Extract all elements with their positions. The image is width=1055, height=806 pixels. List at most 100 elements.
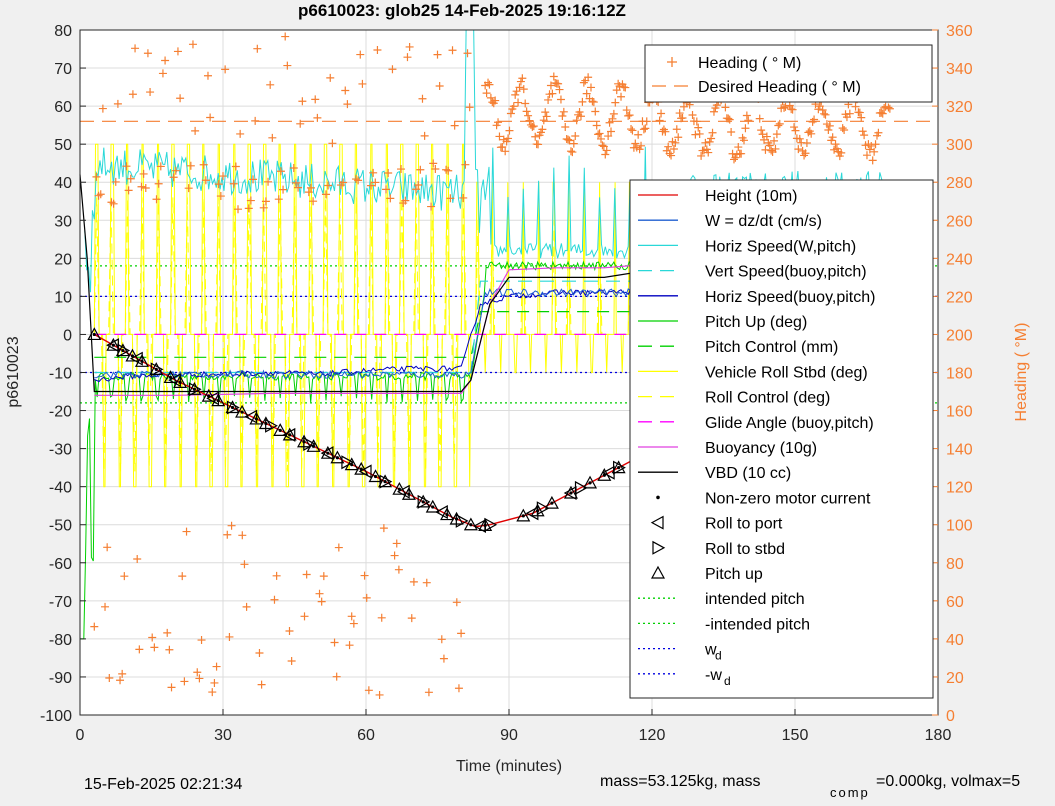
heading-point	[459, 193, 468, 202]
heading-point	[494, 118, 503, 127]
heading-point	[692, 117, 701, 126]
y-tick-label-right: 220	[946, 289, 973, 306]
heading-point	[667, 151, 676, 160]
heading-point	[414, 180, 423, 189]
motor-current-dot	[278, 428, 282, 432]
heading-point	[546, 81, 555, 90]
pitch-up-marker	[320, 445, 335, 459]
heading-point	[116, 676, 125, 685]
legend-entry: Glide Angle (buoy,pitch)	[638, 415, 874, 432]
heading-point	[504, 134, 513, 143]
pitch-up-marker	[611, 460, 626, 474]
heading-point	[810, 115, 819, 124]
roll-to-stbd-marker	[265, 418, 278, 433]
heading-point	[582, 89, 591, 98]
heading-point	[169, 173, 178, 182]
heading-point	[558, 112, 567, 121]
motor-current-dot	[178, 380, 182, 384]
heading-point	[332, 672, 341, 681]
heading-point	[401, 196, 410, 205]
heading-point	[674, 133, 683, 142]
heading-point	[193, 668, 202, 677]
heading-point	[694, 123, 703, 132]
legend-entry: Vert Speed(buoy,pitch)	[638, 264, 867, 281]
x-tick-label: 0	[76, 727, 85, 744]
heading-point	[541, 108, 550, 117]
heading-point	[664, 142, 673, 151]
legend-entry-sub: d	[724, 674, 731, 688]
legend-entry: Roll to stbd	[652, 540, 785, 558]
heading-point	[214, 180, 223, 189]
heading-point	[131, 44, 140, 53]
heading-point	[150, 643, 159, 652]
heading-point	[548, 89, 557, 98]
legend-entry-label: Glide Angle (buoy,pitch)	[705, 415, 874, 432]
motor-current-dot	[302, 440, 306, 444]
heading-point	[349, 619, 358, 628]
heading-point	[871, 140, 880, 149]
motor-current-dot	[421, 500, 425, 504]
y-tick-label-left: 70	[54, 61, 72, 78]
heading-point	[311, 95, 320, 104]
heading-point	[762, 132, 771, 141]
heading-point	[133, 555, 142, 564]
heading-point	[118, 669, 127, 678]
legend-entry-label: Vert Speed(buoy,pitch)	[705, 264, 867, 281]
heading-point	[124, 186, 133, 195]
heading-point	[283, 61, 292, 70]
heading-point	[598, 141, 607, 150]
motor-current-dot	[569, 491, 573, 495]
motor-current-dot	[373, 474, 378, 479]
heading-point	[139, 169, 148, 178]
heading-point	[564, 135, 573, 144]
heading-point	[227, 521, 236, 530]
y-tick-label-left: 40	[54, 175, 72, 192]
heading-point	[249, 175, 258, 184]
heading-point	[704, 148, 713, 157]
heading-point	[457, 629, 466, 638]
pitch-up-marker	[392, 481, 407, 495]
heading-point	[845, 109, 854, 118]
heading-point	[341, 86, 350, 95]
pitch-up-marker	[211, 393, 226, 407]
heading-point	[122, 162, 131, 171]
heading-point	[345, 641, 354, 650]
roll-to-stbd-marker	[455, 513, 469, 528]
motor-current-dot	[130, 354, 135, 358]
heading-point	[167, 683, 176, 692]
heading-point	[424, 688, 433, 697]
legend-entry: Non-zero motor current	[656, 490, 871, 507]
heading-point	[788, 105, 797, 114]
heading-point	[725, 115, 734, 124]
heading-point	[672, 125, 681, 134]
heading-point	[744, 116, 753, 125]
heading-point	[575, 108, 584, 117]
pitch-up-marker	[249, 411, 264, 425]
heading-point	[568, 148, 577, 157]
heading-point	[522, 107, 531, 116]
roll-to-stbd-marker	[417, 494, 431, 509]
legend-entry: Pitch Up (deg)	[638, 314, 807, 331]
heading-point	[420, 131, 429, 140]
heading-point	[148, 633, 157, 642]
motor-current-dot	[407, 492, 411, 496]
motor-current-dot	[350, 462, 354, 467]
heading-point	[571, 131, 580, 140]
motor-current-dot	[483, 523, 487, 527]
heading-point	[109, 199, 118, 208]
heading-point	[531, 132, 540, 141]
heading-point	[544, 95, 553, 104]
y-tick-label-right: 160	[946, 404, 973, 421]
heading-point	[780, 103, 789, 112]
heading-point	[392, 539, 401, 548]
legend-entry-label: -intended pitch	[705, 616, 810, 633]
heading-point	[767, 146, 776, 155]
heading-point	[485, 80, 494, 89]
heading-point	[858, 127, 867, 136]
heading-point	[184, 184, 193, 193]
roll-to-stbd-marker	[536, 501, 550, 516]
heading-point	[519, 85, 528, 94]
y-tick-label-right: 40	[946, 632, 964, 649]
heading-point	[397, 165, 406, 174]
